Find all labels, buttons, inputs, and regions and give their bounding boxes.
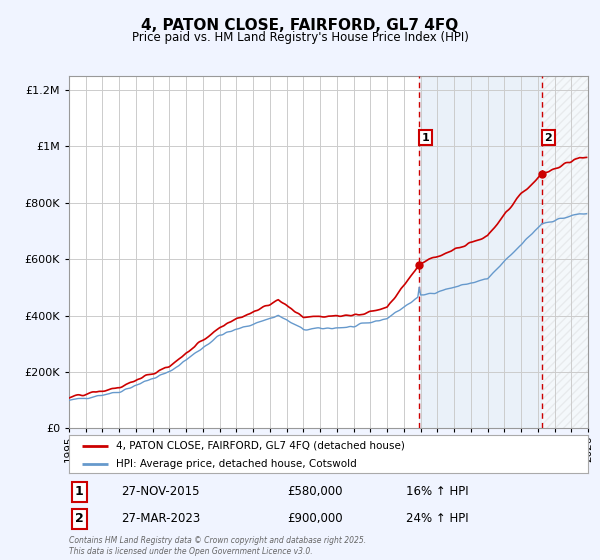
Text: 1: 1 <box>422 133 430 143</box>
Text: Contains HM Land Registry data © Crown copyright and database right 2025.
This d: Contains HM Land Registry data © Crown c… <box>69 536 366 556</box>
Text: 24% ↑ HPI: 24% ↑ HPI <box>406 512 469 525</box>
Text: 4, PATON CLOSE, FAIRFORD, GL7 4FQ (detached house): 4, PATON CLOSE, FAIRFORD, GL7 4FQ (detac… <box>116 441 404 451</box>
Text: £580,000: £580,000 <box>287 485 343 498</box>
Text: 4, PATON CLOSE, FAIRFORD, GL7 4FQ: 4, PATON CLOSE, FAIRFORD, GL7 4FQ <box>142 18 458 32</box>
Text: 2: 2 <box>75 512 84 525</box>
Text: 1: 1 <box>75 485 84 498</box>
Text: Price paid vs. HM Land Registry's House Price Index (HPI): Price paid vs. HM Land Registry's House … <box>131 31 469 44</box>
Bar <box>419 76 542 428</box>
Text: 2: 2 <box>544 133 552 143</box>
Text: 16% ↑ HPI: 16% ↑ HPI <box>406 485 469 498</box>
Bar <box>542 76 588 428</box>
Text: 27-MAR-2023: 27-MAR-2023 <box>121 512 200 525</box>
Text: HPI: Average price, detached house, Cotswold: HPI: Average price, detached house, Cots… <box>116 459 356 469</box>
Text: 27-NOV-2015: 27-NOV-2015 <box>121 485 199 498</box>
Text: £900,000: £900,000 <box>287 512 343 525</box>
